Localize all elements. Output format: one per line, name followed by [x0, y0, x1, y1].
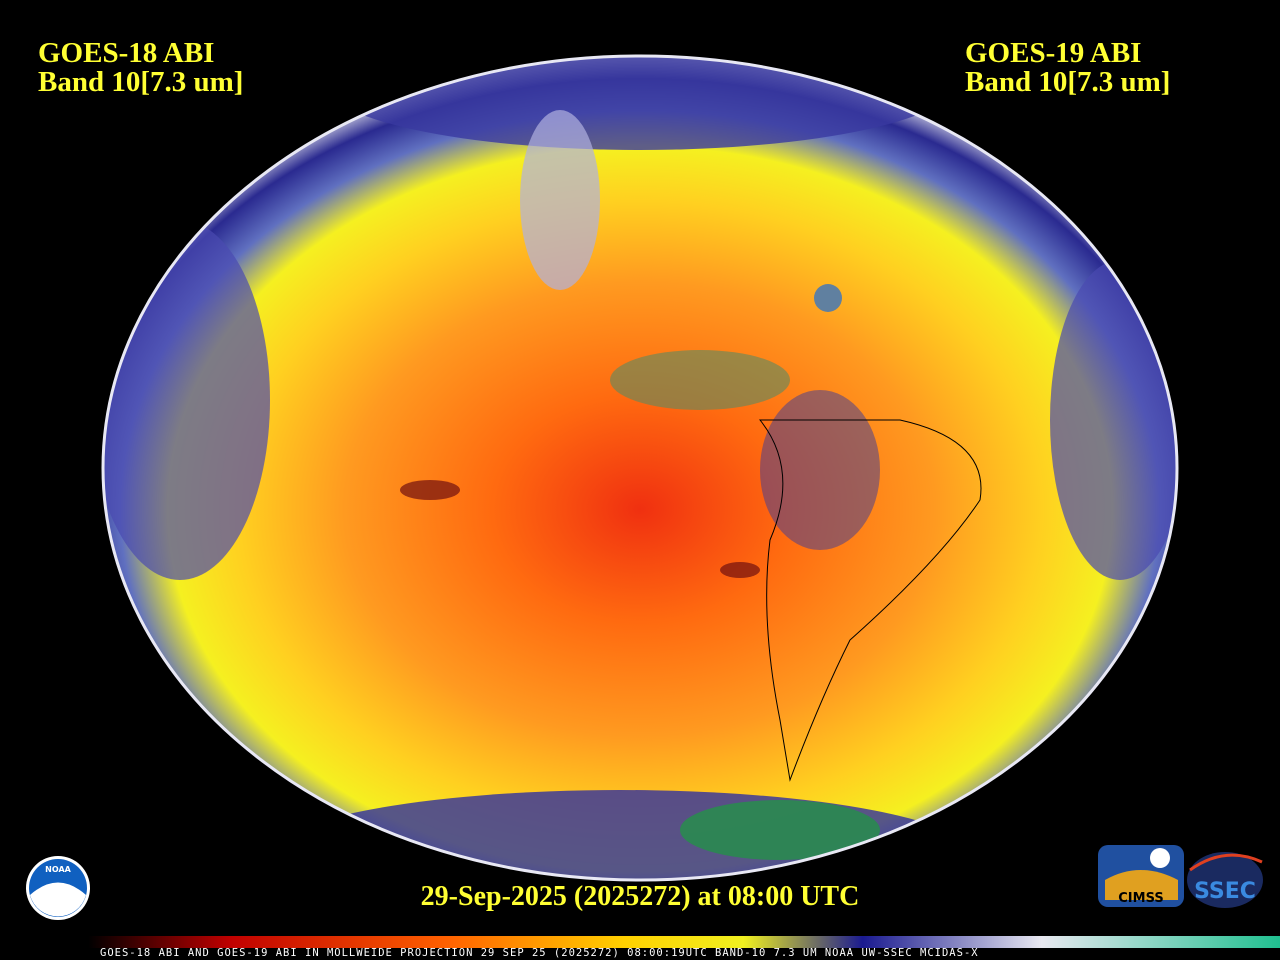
- noaa-logo: NOAA: [26, 856, 90, 920]
- right-band: Band 10[7.3 um]: [965, 66, 1170, 98]
- ssec-text: SSEC: [1194, 879, 1256, 904]
- color-bar-caption: GOES-18 ABI AND GOES-19 ABI IN MOLLWEIDE…: [100, 947, 979, 959]
- noaa-text: NOAA: [45, 865, 71, 874]
- cimss-text: CIMSS: [1118, 891, 1163, 906]
- right-satellite: GOES-19 ABI: [965, 37, 1141, 69]
- left-satellite: GOES-18 ABI: [38, 37, 214, 69]
- timestamp: 29-Sep-2025 (2025272) at 08:00 UTC: [421, 881, 860, 912]
- cimss-logo: CIMSS: [1098, 845, 1184, 907]
- globe: [103, 56, 1177, 880]
- ssec-logo: SSEC: [1187, 852, 1263, 908]
- color-bar: [88, 936, 1280, 948]
- left-band: Band 10[7.3 um]: [38, 66, 243, 98]
